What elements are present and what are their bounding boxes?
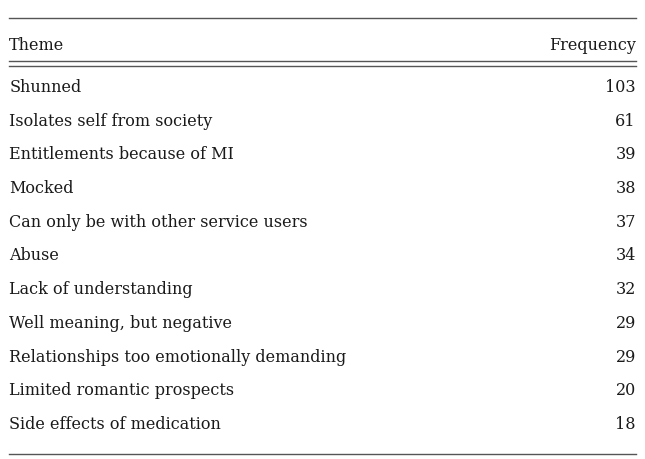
Text: 32: 32 <box>615 280 636 297</box>
Text: Frequency: Frequency <box>549 37 636 54</box>
Text: Abuse: Abuse <box>9 247 59 264</box>
Text: Lack of understanding: Lack of understanding <box>9 280 193 297</box>
Text: 29: 29 <box>615 314 636 331</box>
Text: 18: 18 <box>615 415 636 432</box>
Text: Isolates self from society: Isolates self from society <box>9 112 212 129</box>
Text: 38: 38 <box>615 179 636 196</box>
Text: Relationships too emotionally demanding: Relationships too emotionally demanding <box>9 348 346 365</box>
Text: 61: 61 <box>615 112 636 129</box>
Text: 37: 37 <box>615 213 636 230</box>
Text: Side effects of medication: Side effects of medication <box>9 415 221 432</box>
Text: 20: 20 <box>615 381 636 398</box>
Text: 29: 29 <box>615 348 636 365</box>
Text: Entitlements because of MI: Entitlements because of MI <box>9 146 234 163</box>
Text: Theme: Theme <box>9 37 64 54</box>
Text: Mocked: Mocked <box>9 179 74 196</box>
Text: Can only be with other service users: Can only be with other service users <box>9 213 308 230</box>
Text: Limited romantic prospects: Limited romantic prospects <box>9 381 234 398</box>
Text: 34: 34 <box>615 247 636 264</box>
Text: 103: 103 <box>605 79 636 96</box>
Text: 39: 39 <box>615 146 636 163</box>
Text: Well meaning, but negative: Well meaning, but negative <box>9 314 232 331</box>
Text: Shunned: Shunned <box>9 79 81 96</box>
